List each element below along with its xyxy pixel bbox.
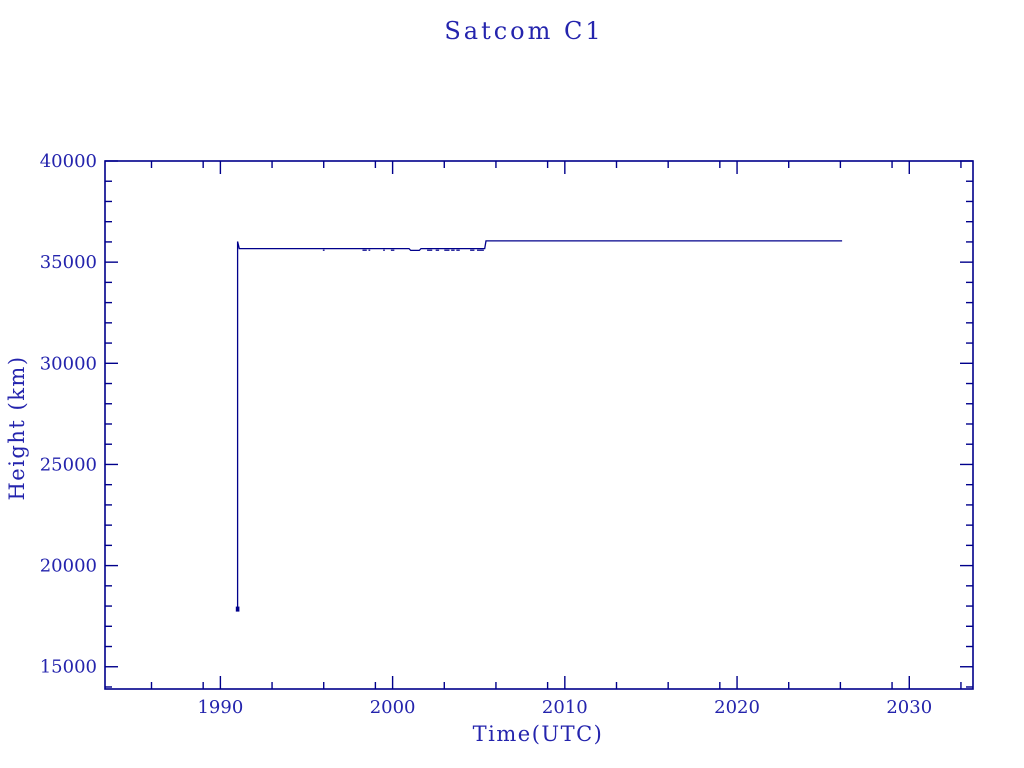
data-line-satellite-height — [236, 240, 843, 610]
y-tick-label: 20000 — [40, 556, 97, 577]
plot-area: 1990 2000 2010 2020 2030 15000 20000 25000 30000… — [40, 151, 974, 718]
y-tick-label: 30000 — [40, 353, 97, 374]
y-axis-label: Height (km) — [5, 355, 29, 500]
x-axis-label: Time(UTC) — [473, 722, 604, 746]
y-tick-label: 40000 — [40, 151, 97, 172]
plot-border — [104, 160, 974, 690]
x-tick-label: 2020 — [714, 697, 760, 718]
x-tick-label: 2010 — [542, 697, 588, 718]
y-tick-label: 15000 — [40, 657, 97, 678]
y-tick-label: 35000 — [40, 252, 97, 273]
x-tick-label: 2000 — [370, 697, 416, 718]
x-tick-label: 2030 — [886, 697, 932, 718]
chart-title: Satcom C1 — [444, 17, 603, 45]
track-start-marker — [235, 606, 240, 612]
x-tick-label: 1990 — [197, 697, 243, 718]
y-tick-label: 25000 — [40, 454, 97, 475]
